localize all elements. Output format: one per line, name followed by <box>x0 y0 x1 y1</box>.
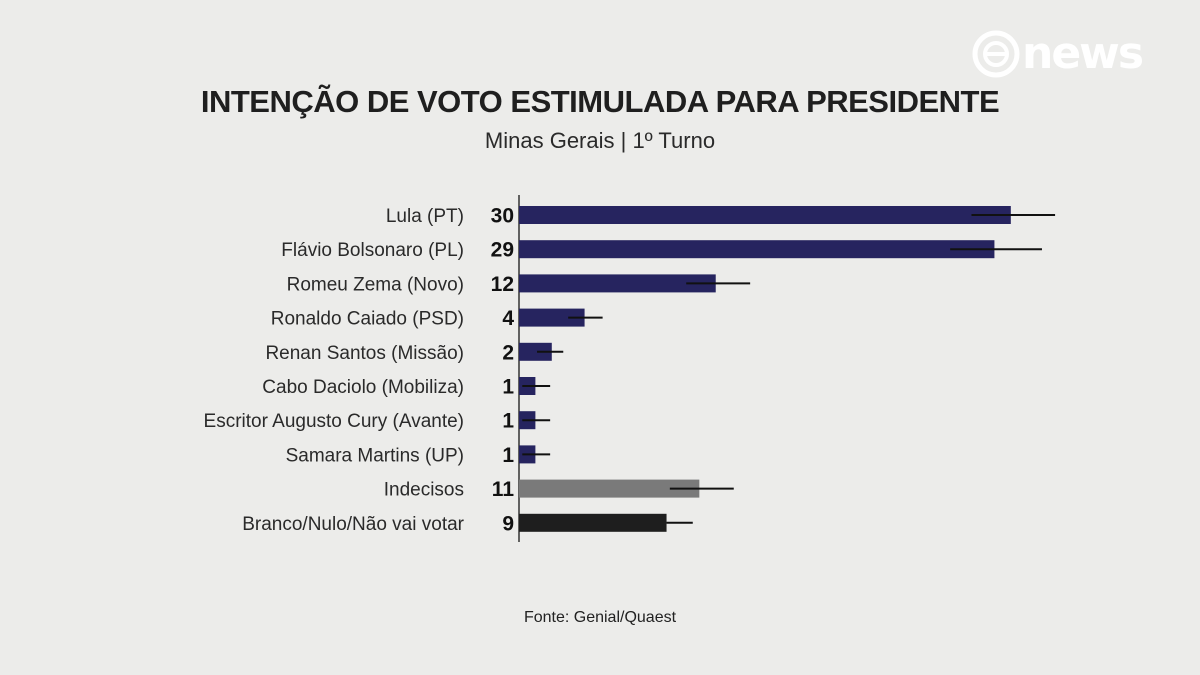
bar <box>519 308 585 327</box>
bar <box>519 342 552 361</box>
value-label: 29 <box>491 239 514 262</box>
bar <box>519 274 716 293</box>
category-label: Ronaldo Caiado (PSD) <box>271 309 464 330</box>
bar <box>519 240 995 259</box>
bar <box>519 206 1011 224</box>
category-label: Indecisos <box>384 480 464 501</box>
value-label: 4 <box>502 307 514 330</box>
value-label: 1 <box>502 376 514 399</box>
value-label: 9 <box>502 512 514 535</box>
logo-text: news <box>1022 28 1144 79</box>
category-label: Romeu Zema (Novo) <box>287 274 464 295</box>
category-label: Flávio Bolsonaro (PL) <box>281 240 464 261</box>
value-label: 12 <box>491 273 514 296</box>
value-label: 11 <box>492 478 515 501</box>
value-label: 30 <box>491 205 514 228</box>
bar <box>519 513 667 532</box>
value-label: 1 <box>502 444 514 467</box>
category-label: Cabo Daciolo (Mobiliza) <box>262 377 464 398</box>
globonews-logo: news <box>972 28 1144 79</box>
value-label: 2 <box>502 341 514 364</box>
category-label: Samara Martins (UP) <box>286 445 464 466</box>
globo-logo-icon <box>972 30 1020 78</box>
chart-subtitle: Minas Gerais | 1º Turno <box>484 128 716 153</box>
source-note: Fonte: Genial/Quaest <box>523 609 677 626</box>
value-label: 1 <box>502 410 514 433</box>
category-label: Lula (PT) <box>386 206 464 227</box>
category-label: Renan Santos (Missão) <box>265 343 464 364</box>
category-label: Branco/Nulo/Não vai votar <box>242 514 464 535</box>
bar <box>519 479 700 498</box>
category-label: Escritor Augusto Cury (Avante) <box>204 411 464 432</box>
chart-title: INTENÇÃO DE VOTO ESTIMULADA PARA PRESIDE… <box>200 84 1000 119</box>
